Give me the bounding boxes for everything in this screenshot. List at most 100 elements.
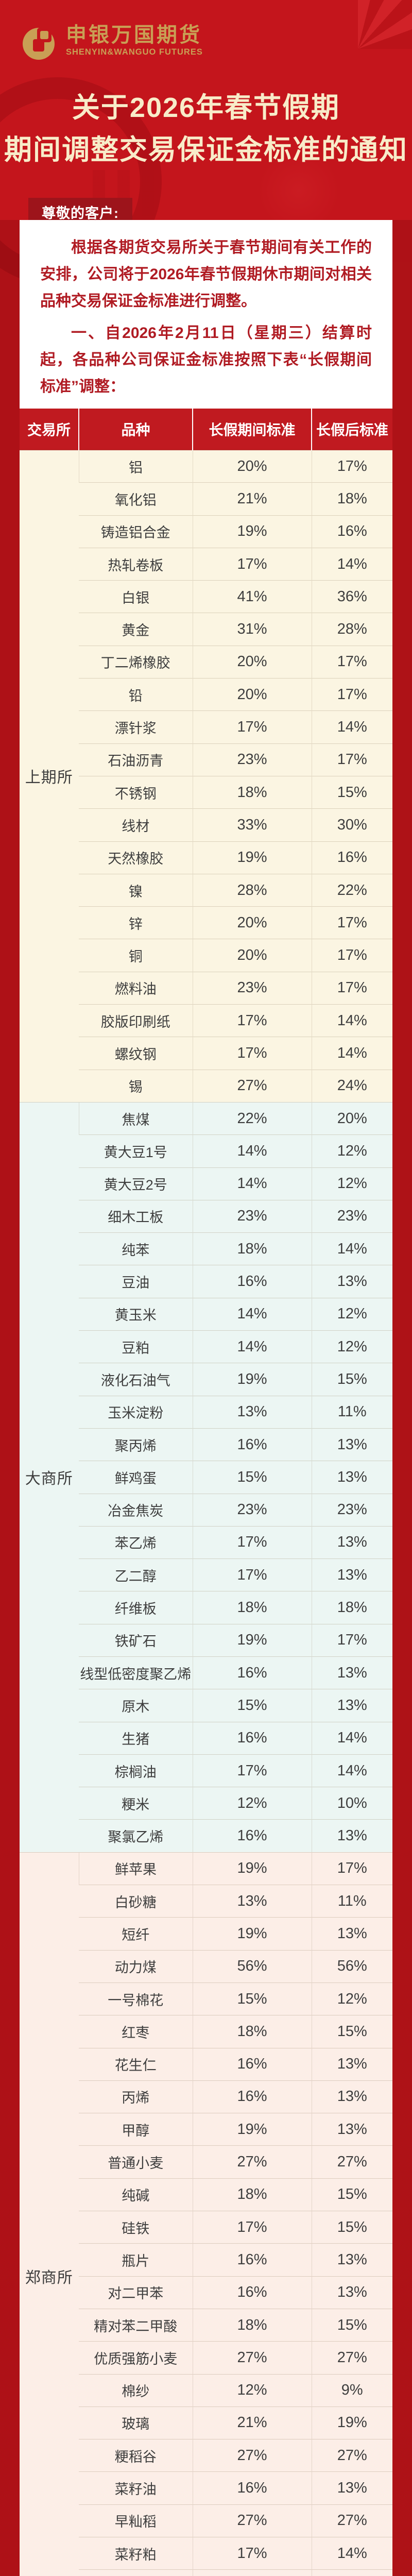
value-cell: 10% <box>311 1787 392 1820</box>
commodity-cell: 铁矿石 <box>79 1623 193 1657</box>
value-cell: 30% <box>311 808 392 842</box>
commodity-cell: 豆油 <box>79 1265 193 1298</box>
commodity-cell: 纤维板 <box>79 1591 193 1624</box>
value-cell: 14% <box>192 1167 312 1200</box>
value-cell: 13% <box>311 2047 392 2081</box>
value-cell: 13% <box>311 1656 392 1689</box>
table-row: 锌 20% 17% <box>20 906 392 939</box>
table-row: 铜 20% 17% <box>20 939 392 972</box>
table-row: 线材 33% 30% <box>20 808 392 842</box>
commodity-cell: 燃料油 <box>79 971 193 1005</box>
header-row: 交易所 品种 长假期间标准 长假后标准 <box>20 409 392 450</box>
table-row: 红枣 18% 15% <box>20 2015 392 2048</box>
table-row: 大商所 焦煤 22% 20% <box>20 1101 392 1853</box>
table-row: 玻璃 21% 19% <box>20 2406 392 2439</box>
table-row: 白砂糖 13% 11% <box>20 1885 392 1918</box>
value-cell: 16% <box>192 1265 312 1298</box>
value-cell: 17% <box>311 743 392 776</box>
commodity-cell: 粳稻谷 <box>79 2439 193 2472</box>
value-cell: 13% <box>192 1395 312 1429</box>
commodity-cell: 菜籽油 <box>79 2471 193 2505</box>
value-cell: 13% <box>311 2080 392 2113</box>
value-cell: 15% <box>311 775 392 809</box>
table-row: 聚氯乙烯 16% 13% <box>20 1819 392 1853</box>
commodity-cell: 棉纱 <box>79 2374 193 2407</box>
value-cell: 13% <box>311 1461 392 1494</box>
value-cell: 12% <box>311 1134 392 1168</box>
company-logo-icon <box>22 24 59 61</box>
page-title-line2: 期间调整交易保证金标准的通知 <box>4 134 408 165</box>
value-cell: 16% <box>192 2080 312 2113</box>
commodity-cell: 氧化铝 <box>79 482 193 516</box>
table-row: 漂针浆 17% 14% <box>20 710 392 744</box>
value-cell: 23% <box>192 1493 312 1527</box>
commodity-cell: 生猪 <box>79 1721 193 1755</box>
table-row: 生猪 16% 14% <box>20 1721 392 1755</box>
value-cell: 17% <box>311 971 392 1005</box>
value-cell: 16% <box>192 2471 312 2505</box>
value-cell: 17% <box>311 1852 392 1885</box>
commodity-cell: 黄金 <box>79 613 193 646</box>
table-row: 纯碱 18% 15% <box>20 2178 392 2211</box>
table-row: 油菜籽36%36% <box>20 2569 392 2576</box>
value-cell: 27% <box>311 2341 392 2375</box>
value-cell: 27% <box>192 2341 312 2375</box>
value-cell: 27% <box>192 2145 312 2179</box>
table-row: 黄金 31% 28% <box>20 613 392 646</box>
commodity-cell: 螺纹钢 <box>79 1037 193 1070</box>
value-cell: 23% <box>192 971 312 1005</box>
commodity-cell: 粳米 <box>79 1787 193 1820</box>
value-cell: 17% <box>311 645 392 679</box>
table-row: 玉米淀粉 13% 11% <box>20 1395 392 1429</box>
value-cell: 13% <box>311 1428 392 1461</box>
value-cell: 14% <box>311 1004 392 1037</box>
table-row: 丙烯 16% 13% <box>20 2080 392 2113</box>
value-cell: 56% <box>192 1950 312 1983</box>
table-row: 燃料油 23% 17% <box>20 971 392 1005</box>
commodity-cell: 白砂糖 <box>79 1885 193 1918</box>
value-cell: 33% <box>192 808 312 842</box>
table-row: 瓶片 16% 13% <box>20 2243 392 2277</box>
value-cell: 16% <box>192 2243 312 2277</box>
table-row: 精对苯二甲酸 18% 15% <box>20 2308 392 2342</box>
table-row: 原木 15% 13% <box>20 1689 392 1722</box>
col-header-commodity: 品种 <box>78 409 193 450</box>
value-cell: 17% <box>192 1037 312 1070</box>
value-cell: 12% <box>192 1787 312 1820</box>
table-row: 鲜鸡蛋 15% 13% <box>20 1461 392 1494</box>
company-logo: 申银万国期货 SHENYIN&WANGUO FUTURES <box>22 24 203 61</box>
value-cell: 17% <box>311 1623 392 1657</box>
commodity-cell: 玻璃 <box>79 2406 193 2439</box>
value-cell: 14% <box>311 2536 392 2570</box>
right-edge-shade <box>392 220 412 2576</box>
value-cell: 18% <box>192 775 312 809</box>
value-cell: 22% <box>192 1101 312 1135</box>
value-cell: 15% <box>192 1461 312 1494</box>
commodity-cell: 黄玉米 <box>79 1297 193 1331</box>
commodity-cell: 胶版印刷纸 <box>79 1004 193 1037</box>
table-row: 聚丙烯 16% 13% <box>20 1428 392 1461</box>
table-row: 铸造铝合金 19% 16% <box>20 515 392 548</box>
value-cell: 28% <box>192 873 312 907</box>
table-row: 热轧卷板 17% 14% <box>20 547 392 581</box>
value-cell: 14% <box>311 710 392 744</box>
value-cell: 41% <box>192 580 312 613</box>
value-cell: 19% <box>192 1363 312 1396</box>
commodity-cell: 白银 <box>79 580 193 613</box>
col-header-after-rate: 长假后标准 <box>311 409 392 450</box>
value-cell: 28% <box>311 613 392 646</box>
value-cell: 11% <box>311 1885 392 1918</box>
commodity-cell: 鲜苹果 <box>78 1852 193 1885</box>
value-cell: 14% <box>311 1037 392 1070</box>
table-row: 普通小麦 27% 27% <box>20 2145 392 2179</box>
page-title-line1: 关于2026年春节假期 <box>72 92 340 123</box>
value-cell: 15% <box>311 2178 392 2211</box>
value-cell: 13% <box>311 2243 392 2277</box>
value-cell: 20% <box>192 678 312 711</box>
company-logo-text: 申银万国期货 SHENYIN&WANGUO FUTURES <box>66 24 203 57</box>
value-cell: 17% <box>311 906 392 939</box>
value-cell: 21% <box>192 482 312 516</box>
value-cell: 14% <box>311 547 392 581</box>
logo-name-cn: 申银万国期货 <box>66 24 202 46</box>
value-cell: 17% <box>192 1754 312 1787</box>
